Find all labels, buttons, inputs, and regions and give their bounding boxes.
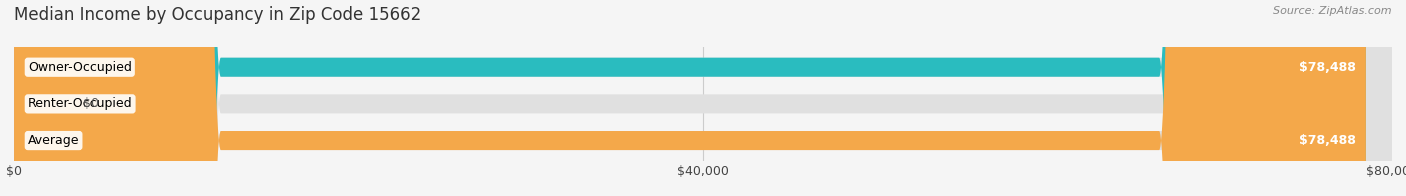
Text: Average: Average	[28, 134, 79, 147]
Text: Source: ZipAtlas.com: Source: ZipAtlas.com	[1274, 6, 1392, 16]
FancyBboxPatch shape	[14, 0, 1392, 196]
Text: Median Income by Occupancy in Zip Code 15662: Median Income by Occupancy in Zip Code 1…	[14, 6, 422, 24]
FancyBboxPatch shape	[14, 0, 58, 196]
Text: Renter-Occupied: Renter-Occupied	[28, 97, 132, 110]
FancyBboxPatch shape	[14, 0, 1392, 196]
Text: $0: $0	[83, 97, 98, 110]
Text: $78,488: $78,488	[1299, 61, 1355, 74]
FancyBboxPatch shape	[14, 0, 1365, 196]
Text: $78,488: $78,488	[1299, 134, 1355, 147]
FancyBboxPatch shape	[14, 0, 1365, 196]
Text: Owner-Occupied: Owner-Occupied	[28, 61, 132, 74]
FancyBboxPatch shape	[14, 0, 1392, 196]
